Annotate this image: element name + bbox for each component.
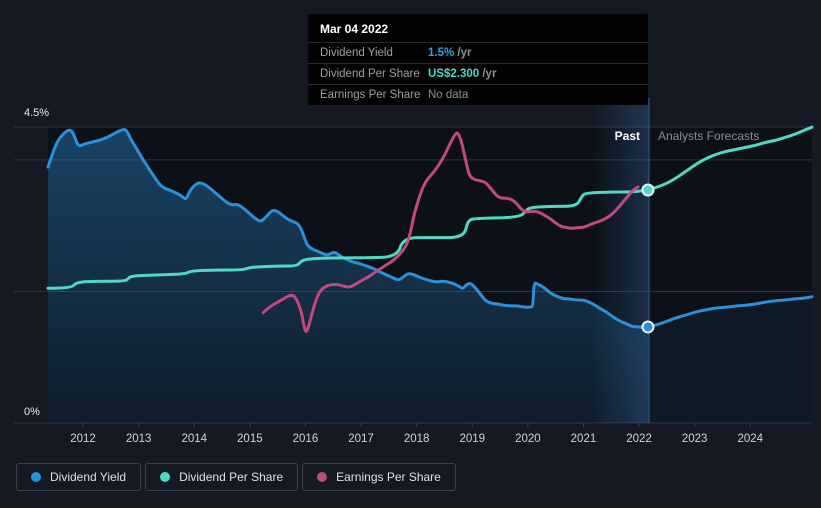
- tooltip-label: Earnings Per Share: [320, 89, 421, 101]
- legend-item-earnings-per-share[interactable]: Earnings Per Share: [302, 463, 456, 491]
- chart-canvas[interactable]: 4.5% 0% 2012 2013 2014 2015 2016 2017 2018 2019 20…: [0, 0, 821, 455]
- tooltip-date: Mar 04 2022: [320, 22, 389, 36]
- year-label-2022: 2022: [626, 433, 652, 445]
- year-label-2021: 2021: [571, 433, 597, 445]
- year-label-2020: 2020: [515, 433, 541, 445]
- year-label-2012: 2012: [70, 433, 96, 445]
- series-line-earnings-per-share: [261, 131, 640, 333]
- chart-tooltip: Mar 04 2022 Dividend Yield 1.5% /yr Divi…: [308, 14, 648, 105]
- marker-dot-dividend-per-share: [641, 183, 655, 197]
- series-line-dividend-per-share: [46, 188, 650, 290]
- year-label-2017: 2017: [348, 433, 374, 445]
- year-label-2015: 2015: [237, 433, 263, 445]
- tooltip-row-dividend-per-share: Dividend Per Share US$2.300 /yr: [308, 63, 648, 84]
- tooltip-value: US$2.300 /yr: [428, 68, 497, 80]
- chart-legend: Dividend Yield Dividend Per Share Earnin…: [16, 463, 456, 491]
- tooltip-row-earnings-per-share: Earnings Per Share No data: [308, 84, 648, 105]
- marker-dot-dividend-yield: [641, 320, 655, 334]
- series-forecast-line-dividend-per-share: [646, 125, 814, 192]
- year-label-2023: 2023: [682, 433, 708, 445]
- year-label-2016: 2016: [293, 433, 319, 445]
- dividend-yield-area: [48, 129, 648, 424]
- y-axis-min-label: 0%: [24, 406, 40, 418]
- tooltip-row-dividend-yield: Dividend Yield 1.5% /yr: [308, 42, 648, 63]
- series-line-dividend-yield: [46, 128, 650, 329]
- legend-label: Dividend Yield: [50, 470, 127, 484]
- tooltip-value: 1.5% /yr: [428, 47, 472, 59]
- dividend-yield-forecast-area: [647, 296, 812, 423]
- year-label-2013: 2013: [126, 433, 152, 445]
- past-label: Past: [615, 129, 640, 143]
- tooltip-label: Dividend Yield: [320, 47, 393, 59]
- legend-item-dividend-per-share[interactable]: Dividend Per Share: [145, 463, 299, 491]
- legend-item-dividend-yield[interactable]: Dividend Yield: [16, 463, 142, 491]
- past-highlight-band: [592, 98, 649, 423]
- year-label-2018: 2018: [404, 433, 430, 445]
- year-label-2019: 2019: [459, 433, 485, 445]
- year-label-2014: 2014: [181, 433, 207, 445]
- analysts-forecasts-label: Analysts Forecasts: [658, 129, 759, 143]
- series-forecast-line-dividend-yield: [646, 295, 814, 329]
- legend-label: Dividend Per Share: [179, 470, 284, 484]
- legend-label: Earnings Per Share: [336, 470, 441, 484]
- earnings-per-share-dot-icon: [317, 472, 328, 482]
- year-label-2024: 2024: [737, 433, 763, 445]
- dividend-per-share-dot-icon: [160, 472, 171, 482]
- tooltip-label: Dividend Per Share: [320, 68, 420, 80]
- y-axis-max-label: 4.5%: [24, 107, 49, 119]
- tooltip-value: No data: [428, 89, 469, 101]
- dividend-yield-dot-icon: [31, 472, 41, 482]
